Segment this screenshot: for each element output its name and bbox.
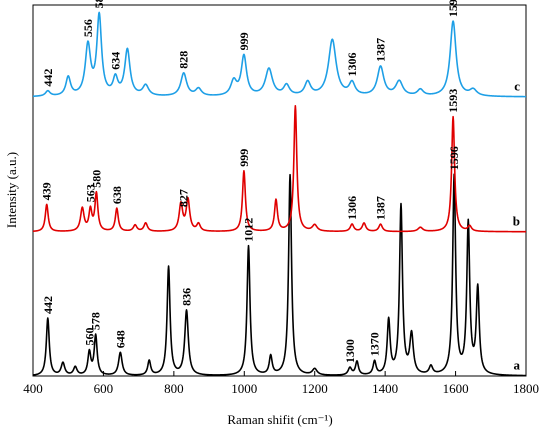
- x-tick-label-600: 600: [94, 381, 114, 396]
- peak-label-b-827: 827: [176, 189, 190, 207]
- series-label-c: c: [514, 79, 520, 94]
- peak-label-b-563: 563: [83, 184, 97, 202]
- peak-label-c-588: 588: [92, 0, 106, 8]
- peak-label-b-999: 999: [237, 149, 251, 167]
- peak-label-b-1387: 1387: [374, 196, 388, 220]
- series-layer: [32, 11, 527, 377]
- x-tick-label-1200: 1200: [302, 381, 328, 396]
- peak-label-a-1370: 1370: [368, 332, 382, 356]
- peak-label-c-828: 828: [177, 51, 191, 69]
- spectrum-line-a: [32, 173, 527, 377]
- plot-frame: [32, 4, 527, 377]
- peak-label-c-556: 556: [81, 19, 95, 37]
- series-name-layer: a b c: [513, 79, 521, 373]
- peak-label-a-1300: 1300: [343, 339, 357, 363]
- series-label-b: b: [513, 214, 520, 229]
- peak-label-c-442: 442: [41, 69, 55, 87]
- peak-label-a-560: 560: [82, 328, 96, 346]
- x-tick-label-1800: 1800: [513, 381, 539, 396]
- peak-label-b-1593: 1593: [446, 89, 460, 113]
- x-tick-label-1400: 1400: [372, 381, 398, 396]
- x-axis-ticks: 400 600 800 1000 1200 1400 1600 1800: [23, 371, 539, 396]
- x-tick-label-800: 800: [164, 381, 184, 396]
- peak-label-a-1596: 1596: [447, 146, 461, 170]
- peak-label-a-1012: 1012: [242, 218, 256, 242]
- peak-label-b-638: 638: [110, 186, 124, 204]
- peak-label-c-1306: 1306: [345, 53, 359, 77]
- y-axis-title: Intensity (a.u.): [4, 152, 19, 228]
- x-tick-label-1600: 1600: [443, 381, 469, 396]
- peak-label-b-1306: 1306: [345, 196, 359, 220]
- series-label-a: a: [514, 358, 521, 373]
- x-axis-title: Raman shifit (cm⁻¹): [227, 412, 332, 427]
- peak-label-c-999: 999: [237, 32, 251, 50]
- peak-label-c-634: 634: [108, 52, 122, 70]
- peak-label-a-442: 442: [41, 296, 55, 314]
- peak-label-b-580: 580: [89, 170, 103, 188]
- spectrum-line-b: [32, 105, 527, 233]
- peak-label-a-648: 648: [113, 330, 127, 348]
- peak-label-c-1593: 1593: [446, 0, 460, 17]
- peak-label-b-439: 439: [40, 182, 54, 200]
- x-tick-label-400: 400: [23, 381, 43, 396]
- peak-label-a-836: 836: [180, 288, 194, 306]
- peak-label-c-1387: 1387: [374, 38, 388, 62]
- peak-label-a-578: 578: [89, 312, 103, 330]
- x-tick-label-1000: 1000: [231, 381, 257, 396]
- spectrum-line-c: [32, 11, 527, 98]
